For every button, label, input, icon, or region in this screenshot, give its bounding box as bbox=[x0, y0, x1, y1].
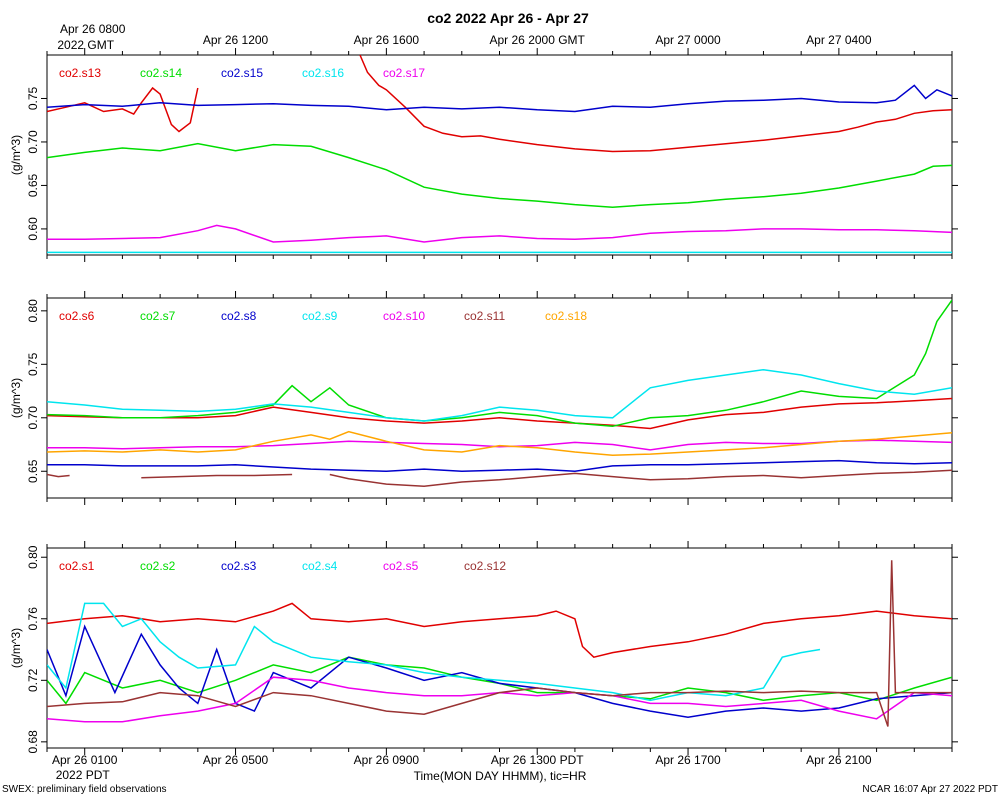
legend-entry: co2.s16 bbox=[302, 66, 344, 80]
y-tick-label: 0.70 bbox=[26, 406, 40, 430]
y-axis-label: (g/m^3) bbox=[9, 378, 23, 418]
legend-entry: co2.s1 bbox=[59, 559, 95, 573]
series-line-co2-s11 bbox=[329, 469, 952, 487]
legend-entry: co2.s8 bbox=[221, 309, 257, 323]
legend-entry: co2.s15 bbox=[221, 66, 263, 80]
y-tick-label: 0.70 bbox=[26, 130, 40, 154]
y-tick-label: 0.80 bbox=[26, 299, 40, 323]
top-axis-label: 2022 GMT bbox=[57, 38, 114, 52]
y-tick-label: 0.65 bbox=[26, 459, 40, 483]
legend-entry: co2.s10 bbox=[383, 309, 425, 323]
chart-title: co2 2022 Apr 26 - Apr 27 bbox=[427, 10, 589, 26]
series-line-co2-s14 bbox=[47, 142, 952, 208]
top-axis-label: Apr 26 1200 bbox=[203, 33, 269, 47]
y-tick-label: 0.75 bbox=[26, 86, 40, 110]
legend-entry: co2.s7 bbox=[140, 309, 176, 323]
series-line-co2-s13 bbox=[359, 55, 952, 153]
series-line-co2-s12 bbox=[47, 560, 952, 727]
top-axis-label: Apr 26 2000 GMT bbox=[490, 33, 586, 47]
y-tick-label: 0.76 bbox=[26, 607, 40, 631]
legend-entry: co2.s3 bbox=[221, 559, 257, 573]
series-line-co2-s15 bbox=[47, 84, 952, 113]
bottom-axis-label: Apr 26 1300 PDT bbox=[491, 753, 584, 767]
series-line-co2-s11 bbox=[47, 473, 70, 478]
legend-entry: co2.s13 bbox=[59, 66, 101, 80]
bottom-axis-label: Apr 26 1700 bbox=[655, 753, 721, 767]
series-line-co2-s11 bbox=[141, 473, 293, 479]
legend-entry: co2.s14 bbox=[140, 66, 182, 80]
bottom-axis-label: Apr 26 2100 bbox=[806, 753, 872, 767]
y-tick-label: 0.75 bbox=[26, 352, 40, 376]
bottom-axis-label: 2022 PDT bbox=[56, 768, 111, 782]
series-line-co2-s8 bbox=[47, 459, 952, 473]
legend-entry: co2.s5 bbox=[383, 559, 419, 573]
x-axis-label: Time(MON DAY HHMM), tic=HR bbox=[414, 769, 587, 783]
plot-frame bbox=[46, 54, 953, 256]
series-line-co2-s2 bbox=[47, 656, 952, 705]
series-line-co2-s6 bbox=[47, 397, 952, 430]
legend-entry: co2.s11 bbox=[464, 309, 505, 323]
series-line-co2-s1 bbox=[47, 602, 952, 659]
y-tick-label: 0.80 bbox=[26, 545, 40, 569]
legend-entry: co2.s12 bbox=[464, 559, 506, 573]
legend-entry: co2.s6 bbox=[59, 309, 95, 323]
series-line-co2-s3 bbox=[47, 624, 952, 718]
bottom-axis-label: Apr 26 0900 bbox=[354, 753, 420, 767]
legend-entry: co2.s9 bbox=[302, 309, 338, 323]
y-tick-label: 0.68 bbox=[26, 730, 40, 754]
y-tick-label: 0.72 bbox=[26, 668, 40, 692]
panel-middle: 0.65 0.70 0.75 0.80 (g/m^3) co2.s6 co2.s7 co2.s… bbox=[9, 291, 958, 505]
y-tick-label: 0.65 bbox=[26, 173, 40, 197]
y-axis-label: (g/m^3) bbox=[9, 628, 23, 668]
y-axis-label: (g/m^3) bbox=[9, 135, 23, 175]
series-line-co2-s9 bbox=[47, 368, 952, 422]
bottom-axis-label: Apr 26 0500 bbox=[203, 753, 269, 767]
top-axis-label: Apr 27 0000 bbox=[655, 33, 721, 47]
series-line-co2-s10 bbox=[47, 439, 952, 451]
plot-frame bbox=[46, 547, 953, 749]
legend-entry: co2.s18 bbox=[545, 309, 587, 323]
top-axis-label: Apr 27 0400 bbox=[806, 33, 872, 47]
series-line-co2-s13 bbox=[47, 86, 199, 133]
top-axis-label: Apr 26 1600 bbox=[354, 33, 420, 47]
legend-entry: co2.s2 bbox=[140, 559, 176, 573]
plot-frame bbox=[46, 297, 953, 499]
y-tick-label: 0.60 bbox=[26, 217, 40, 241]
footer-left: SWEX: preliminary field observations bbox=[2, 784, 167, 795]
series-line-co2-s18 bbox=[47, 430, 952, 456]
panel-top: 0.60 0.65 0.70 0.75 (g/m^3) Apr 26 0800 2022 G… bbox=[9, 22, 958, 262]
top-axis-label: Apr 26 0800 bbox=[60, 22, 126, 36]
series-line-co2-s4 bbox=[47, 602, 821, 702]
series-line-co2-s17 bbox=[47, 224, 952, 243]
footer-right: NCAR 16:07 Apr 27 2022 PDT bbox=[862, 784, 998, 795]
series-line-co2-s7 bbox=[47, 299, 952, 428]
bottom-axis-label: Apr 26 0100 bbox=[52, 753, 118, 767]
legend-entry: co2.s4 bbox=[302, 559, 338, 573]
legend-entry: co2.s17 bbox=[383, 66, 425, 80]
